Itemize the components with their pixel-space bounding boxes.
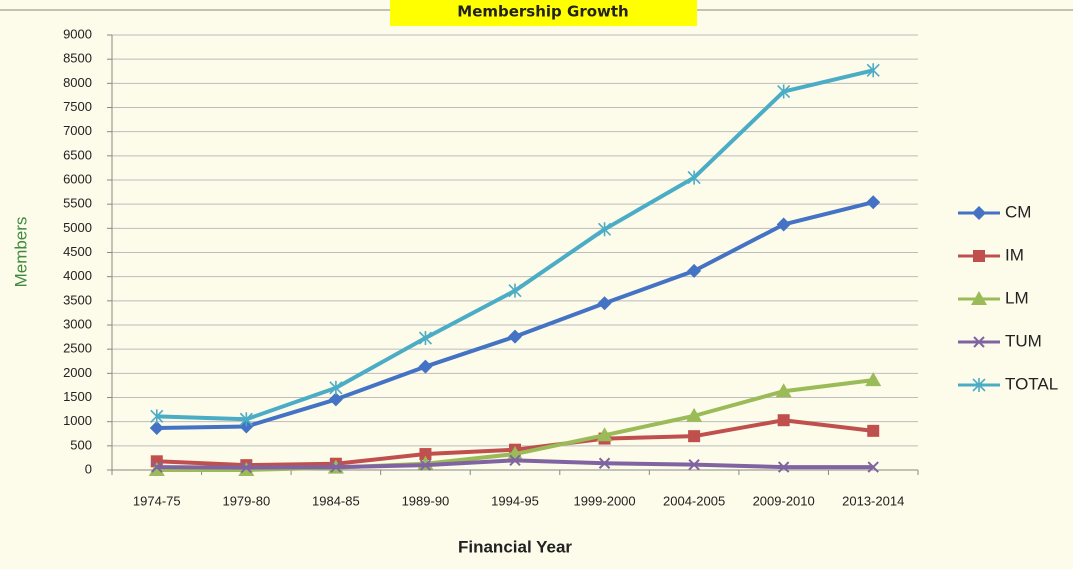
marker [596, 427, 613, 442]
marker [867, 461, 879, 473]
y-tick-label: 500 [70, 437, 92, 452]
marker [240, 461, 253, 474]
marker [687, 263, 702, 278]
y-tick-label: 8500 [63, 51, 92, 66]
y-tick-label: 7500 [63, 99, 92, 114]
marker [509, 454, 521, 467]
marker [971, 291, 987, 305]
y-tick-label: 1500 [63, 389, 92, 404]
marker [972, 206, 986, 220]
y-tick-label: 0 [85, 461, 92, 476]
marker [686, 407, 703, 422]
x-tick-label: 1974-75 [133, 493, 181, 508]
chart-title: Membership Growth [457, 3, 628, 21]
legend-label: CM [1005, 202, 1031, 221]
marker [418, 331, 433, 346]
marker [688, 430, 701, 443]
x-tick-label: 1999-2000 [573, 493, 635, 508]
y-tick-label: 3500 [63, 292, 92, 307]
marker [597, 296, 612, 311]
marker [866, 63, 880, 78]
marker [777, 414, 790, 427]
marker [775, 383, 792, 398]
series-line [156, 68, 874, 422]
legend-label: TUM [1005, 331, 1042, 350]
marker [239, 412, 253, 427]
y-axis-label: Members [11, 217, 30, 288]
y-tick-label: 6500 [63, 147, 92, 162]
x-tick-label: 2013-2014 [842, 493, 904, 508]
y-tick-label: 2500 [63, 341, 92, 356]
x-tick-label: 2004-2005 [663, 493, 725, 508]
marker [598, 457, 611, 469]
marker [973, 250, 985, 262]
y-tick-label: 6000 [63, 171, 92, 186]
y-tick-label: 4500 [63, 244, 92, 259]
marker [865, 372, 882, 387]
marker [867, 424, 880, 437]
marker [330, 461, 342, 473]
marker [777, 461, 790, 473]
y-tick-label: 8000 [63, 75, 92, 90]
y-tick-label: 5000 [63, 220, 92, 235]
x-axis-label: Financial Year [458, 537, 572, 556]
x-tick-label: 2009-2010 [753, 493, 815, 508]
marker [508, 283, 522, 298]
y-tick-label: 7000 [63, 123, 92, 138]
x-tick-label: 1979-80 [222, 493, 270, 508]
marker [866, 195, 881, 210]
y-tick-label: 3000 [63, 316, 92, 331]
x-tick-label: 1989-90 [402, 493, 450, 508]
x-tick-label: 1984-85 [312, 493, 360, 508]
y-tick-label: 1000 [63, 413, 92, 428]
y-tick-label: 4000 [63, 268, 92, 283]
marker [688, 458, 700, 471]
marker [777, 84, 791, 99]
marker [150, 409, 164, 424]
marker [151, 461, 163, 473]
marker [418, 359, 433, 374]
marker [972, 378, 986, 392]
legend-label: TOTAL [1005, 374, 1058, 393]
marker [328, 392, 343, 407]
y-tick-label: 2000 [63, 365, 92, 380]
marker [687, 170, 701, 185]
marker [597, 222, 612, 237]
legend-label: IM [1005, 245, 1024, 264]
marker [776, 217, 791, 232]
marker [419, 448, 432, 461]
marker [329, 380, 343, 395]
marker [508, 329, 522, 344]
x-tick-label: 1994-95 [491, 493, 539, 508]
title-box [390, 0, 697, 26]
marker [149, 420, 164, 435]
marker [973, 336, 985, 348]
marker [419, 459, 432, 471]
legend-label: LM [1005, 288, 1029, 307]
y-tick-label: 5500 [63, 196, 92, 211]
y-tick-label: 9000 [63, 26, 92, 41]
